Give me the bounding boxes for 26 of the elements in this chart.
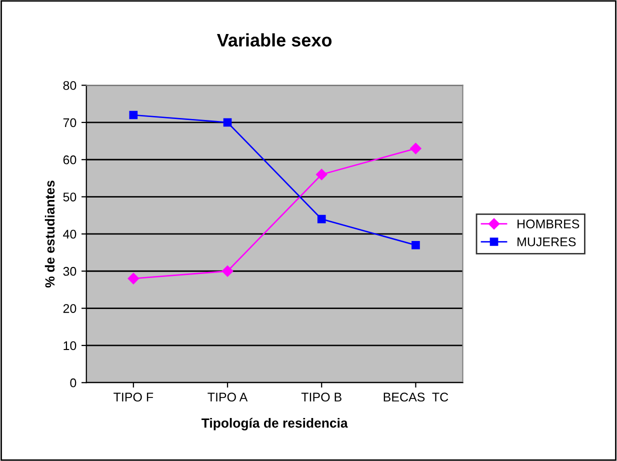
- chart-title: Variable sexo: [216, 33, 332, 47]
- y-tick-label: 70: [63, 118, 76, 128]
- legend-label: HOMBRES: [518, 220, 580, 228]
- y-tick-label: 40: [63, 230, 76, 239]
- point: [223, 118, 232, 127]
- y-tick-label: 60: [63, 155, 76, 164]
- point: [410, 142, 422, 154]
- x-tick-label: BECAS TC: [384, 392, 448, 402]
- x-tick-label: TIPO A: [208, 392, 248, 402]
- x-tick-label: TIPO F: [114, 392, 154, 402]
- x-tick-label: TIPO B: [301, 392, 342, 402]
- legend-label: MUJERES: [518, 237, 576, 246]
- point: [412, 240, 420, 250]
- y-tick-label: 30: [63, 266, 76, 276]
- y-tick-label: 20: [63, 304, 76, 313]
- point: [316, 168, 328, 180]
- point: [222, 266, 234, 277]
- y-tick-label: 10: [64, 341, 76, 350]
- y-tick-label: 50: [63, 192, 76, 202]
- y-tick-label: 0: [70, 378, 76, 388]
- x-axis-title: Tipología de residencia: [202, 418, 348, 430]
- point: [317, 214, 326, 224]
- point: [129, 110, 138, 120]
- point: [128, 272, 140, 284]
- y-axis-title: % de estudiantes: [44, 180, 55, 288]
- y-tick-label: 80: [63, 81, 76, 90]
